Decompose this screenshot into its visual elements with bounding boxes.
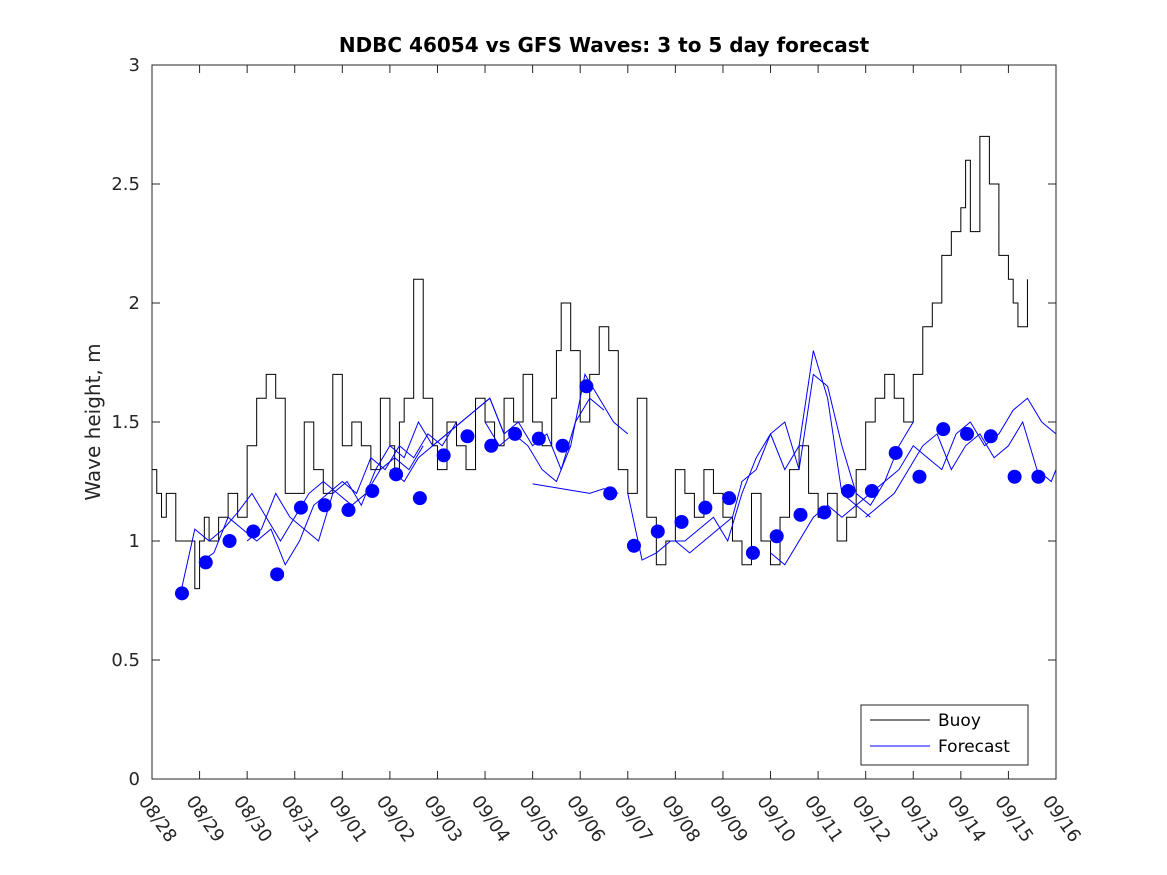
forecast-point — [365, 484, 380, 499]
forecast-point — [293, 500, 308, 515]
forecast-point — [603, 486, 618, 501]
forecast-point — [912, 469, 927, 484]
chart-title: NDBC 46054 vs GFS Waves: 3 to 5 day fore… — [339, 33, 870, 57]
y-tick-label: 2.5 — [111, 174, 140, 195]
forecast-point — [460, 429, 475, 444]
forecast-point — [198, 555, 213, 570]
forecast-point — [745, 545, 760, 560]
axes-box — [151, 64, 1057, 780]
forecast-point — [983, 429, 998, 444]
forecast-point — [793, 507, 808, 522]
forecast-point — [864, 484, 879, 499]
forecast-run-line — [865, 420, 1056, 518]
forecast-point — [270, 567, 285, 582]
forecast-point — [722, 491, 737, 506]
forecast-point — [484, 438, 499, 453]
forecast-point — [1031, 469, 1046, 484]
forecast-point — [817, 505, 832, 520]
y-tick-label: 1 — [129, 531, 140, 552]
forecast-point — [579, 379, 594, 394]
legend-forecast-label: Forecast — [938, 737, 1010, 757]
forecast-point — [841, 484, 856, 499]
forecast-point — [769, 529, 784, 544]
forecast-point — [174, 586, 189, 601]
forecast-point — [436, 448, 451, 463]
y-axis-label: Wave height, m — [81, 343, 105, 500]
forecast-point — [341, 503, 356, 518]
forecast-point — [960, 426, 975, 441]
forecast-point — [317, 498, 332, 513]
legend-buoy-label: Buoy — [938, 711, 981, 731]
forecast-run-line — [532, 483, 619, 494]
y-tick-label: 2 — [129, 293, 140, 314]
forecast-point — [674, 514, 689, 529]
forecast-point — [888, 445, 903, 460]
buoy-series-line — [152, 135, 1028, 590]
y-tick-label: 3 — [129, 55, 140, 76]
y-tick-label: 0 — [129, 769, 140, 790]
forecast-point — [650, 524, 665, 539]
y-axis: 0 0.5 1 1.5 2 2.5 3 — [111, 55, 1056, 790]
forecast-point — [246, 524, 261, 539]
forecast-run-line — [199, 421, 457, 566]
forecast-point — [531, 431, 546, 446]
forecast-point — [626, 538, 641, 553]
forecast-point — [508, 426, 523, 441]
forecast-run-line — [675, 373, 914, 554]
forecast-point — [698, 500, 713, 515]
y-tick-label: 1.5 — [111, 412, 140, 433]
forecast-run-line — [484, 373, 629, 483]
y-tick-label: 0.5 — [111, 650, 140, 671]
legend: Buoy Forecast — [860, 704, 1029, 766]
plot-area — [151, 64, 1057, 780]
forecast-point — [222, 534, 237, 548]
forecast-point — [555, 438, 570, 453]
legend-box — [860, 704, 1029, 766]
forecast-point — [936, 422, 951, 437]
forecast-point — [1007, 469, 1022, 484]
series-layer — [152, 135, 1056, 601]
forecast-point — [412, 491, 427, 506]
forecast-point — [389, 467, 404, 482]
